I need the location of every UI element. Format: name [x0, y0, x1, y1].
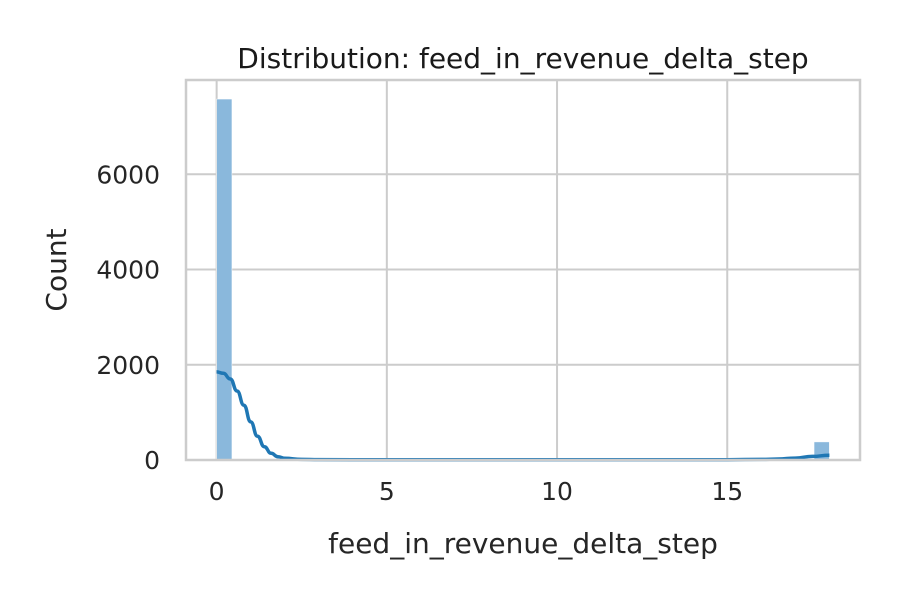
x-tick-labels: 0 5 10 15	[209, 477, 743, 506]
x-tick-label: 5	[379, 477, 395, 506]
chart-title: Distribution: feed_in_revenue_delta_step	[237, 42, 808, 75]
x-tick-label: 15	[711, 477, 743, 506]
x-tick-label: 0	[209, 477, 225, 506]
y-axis-label: Count	[40, 228, 73, 311]
x-tick-label: 10	[541, 477, 573, 506]
y-tick-label: 6000	[96, 160, 160, 189]
y-tick-labels: 0 2000 4000 6000	[96, 160, 160, 475]
y-tick-label: 4000	[96, 256, 160, 285]
y-tick-label: 0	[144, 446, 160, 475]
y-tick-label: 2000	[96, 351, 160, 380]
x-axis-label: feed_in_revenue_delta_step	[328, 527, 718, 560]
histogram-bar	[216, 98, 233, 461]
plot-frame	[184, 78, 862, 462]
